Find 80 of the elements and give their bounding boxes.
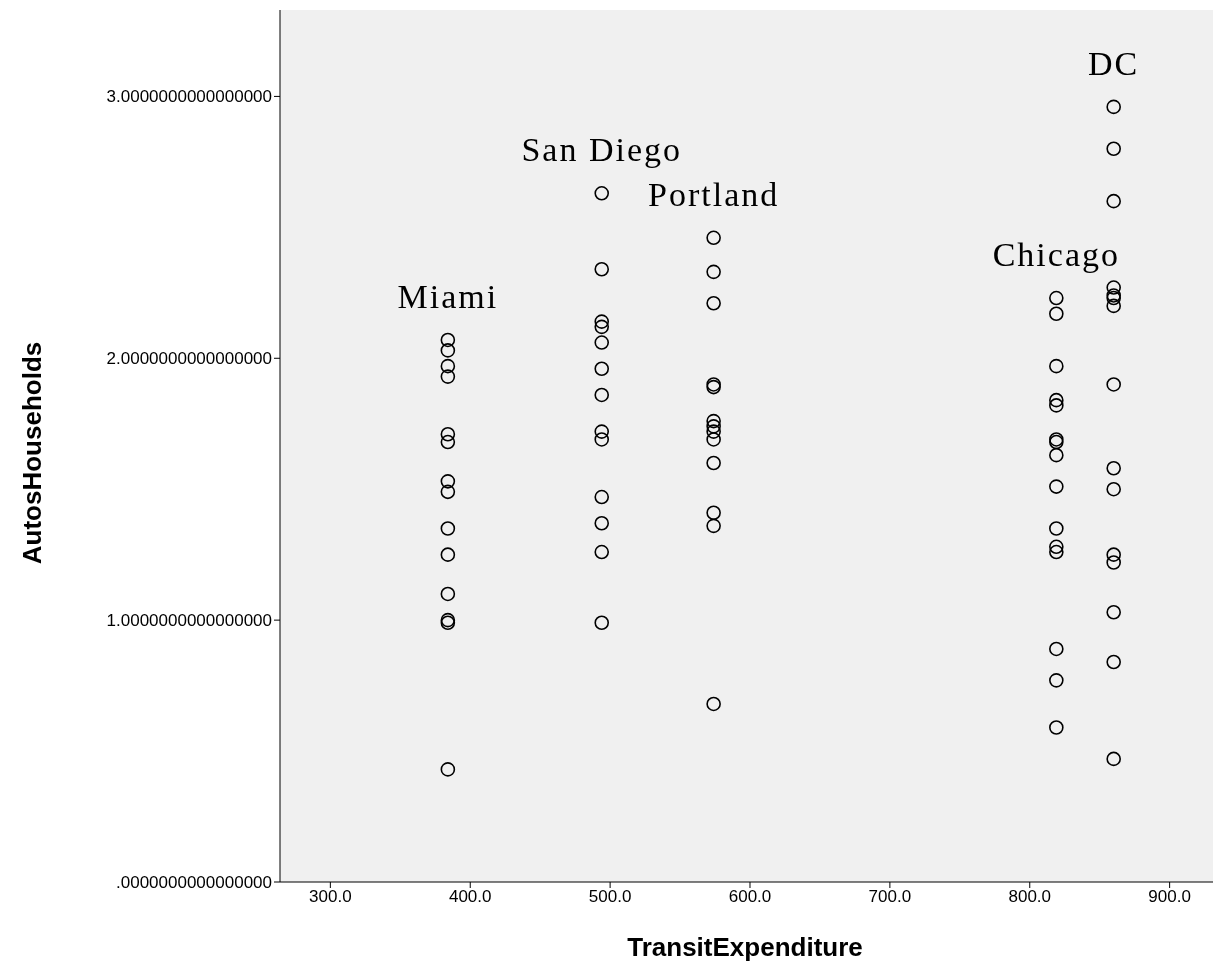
point xyxy=(440,426,456,442)
point xyxy=(1049,673,1064,688)
point xyxy=(1106,280,1121,295)
point xyxy=(706,295,721,311)
point xyxy=(440,434,456,450)
point xyxy=(594,432,610,447)
point xyxy=(594,335,610,350)
point xyxy=(706,424,721,439)
point xyxy=(1049,539,1064,555)
point xyxy=(594,186,610,201)
x-tick-label: 500.0 xyxy=(588,887,632,907)
point xyxy=(594,615,610,631)
point xyxy=(594,424,610,439)
y-tick-label: 2.0000000000000000 xyxy=(106,349,272,369)
point xyxy=(1106,555,1121,570)
point xyxy=(594,314,610,329)
y-tick-label: 3.0000000000000000 xyxy=(106,87,272,107)
point xyxy=(1049,392,1064,408)
x-tick-label: 600.0 xyxy=(728,887,772,907)
point xyxy=(706,264,721,280)
point xyxy=(440,358,456,374)
point xyxy=(1106,99,1121,115)
point xyxy=(594,544,610,560)
point xyxy=(594,489,610,505)
y-tick-label: 1.0000000000000000 xyxy=(106,611,272,631)
point xyxy=(594,387,610,403)
point xyxy=(440,369,456,384)
point xyxy=(594,361,610,377)
point xyxy=(440,521,456,536)
point xyxy=(1049,544,1064,560)
point xyxy=(1049,290,1064,306)
point xyxy=(1106,751,1121,767)
point xyxy=(706,413,721,429)
series-label: Miami xyxy=(397,277,499,315)
x-axis-title: TransitExpenditure xyxy=(627,931,863,964)
point xyxy=(594,319,610,335)
point xyxy=(1106,141,1121,157)
point xyxy=(440,343,456,358)
point xyxy=(706,432,721,447)
point xyxy=(1106,604,1121,620)
x-tick-label: 700.0 xyxy=(868,887,912,907)
point xyxy=(594,261,610,277)
point xyxy=(706,230,721,246)
point xyxy=(1049,641,1064,657)
point xyxy=(1049,398,1064,413)
point xyxy=(1106,481,1121,497)
point xyxy=(1106,460,1121,476)
y-axis-title: AutosHouseholds xyxy=(16,341,48,565)
point xyxy=(706,505,721,521)
point xyxy=(440,484,456,500)
series-label: Chicago xyxy=(992,235,1120,273)
point xyxy=(1106,298,1121,314)
series-label: Portland xyxy=(648,175,780,213)
point xyxy=(706,419,721,434)
point xyxy=(440,762,456,777)
point xyxy=(1049,521,1064,536)
point xyxy=(594,515,610,531)
point xyxy=(1049,720,1064,735)
point xyxy=(1049,479,1064,494)
point xyxy=(440,586,456,602)
point xyxy=(440,332,456,348)
x-tick-label: 400.0 xyxy=(448,887,492,907)
point xyxy=(1106,547,1121,562)
x-tick-label: 900.0 xyxy=(1148,887,1191,907)
point xyxy=(1106,193,1121,209)
point xyxy=(1106,377,1121,392)
x-tick-label: 300.0 xyxy=(309,887,352,907)
point xyxy=(1106,654,1121,670)
point xyxy=(706,455,721,471)
point xyxy=(1049,306,1064,322)
point xyxy=(706,518,721,534)
point xyxy=(1049,358,1064,374)
point xyxy=(1049,447,1064,463)
series-label: San Diego xyxy=(521,131,683,169)
series-label: DC xyxy=(1088,44,1140,82)
point xyxy=(706,696,721,712)
x-tick-label: 800.0 xyxy=(1008,887,1052,907)
point xyxy=(440,547,456,562)
point xyxy=(440,474,456,489)
y-tick-label: .0000000000000000 xyxy=(116,873,272,893)
